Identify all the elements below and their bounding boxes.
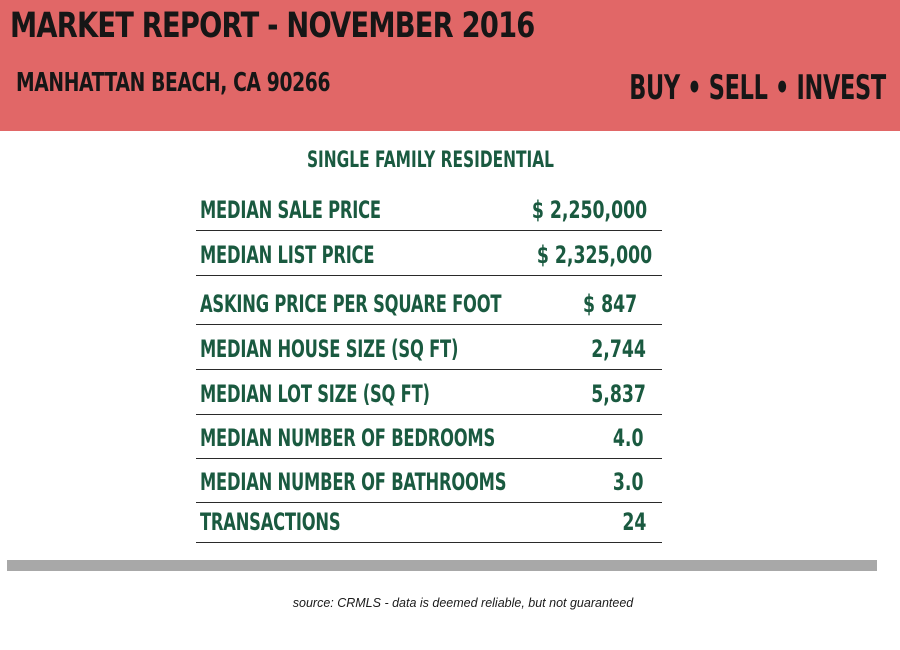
stat-label: MEDIAN LOT SIZE (SQ FT) <box>200 380 430 408</box>
stat-row-median-lot-size: MEDIAN LOT SIZE (SQ FT) 5,837 <box>196 370 662 415</box>
stat-value: $ 2,250,000 <box>531 196 647 224</box>
stat-value: 5,837 <box>591 380 646 408</box>
source-note: source: CRMLS - data is deemed reliable,… <box>292 596 634 610</box>
stat-value: $ 847 <box>582 290 637 318</box>
report-header: MARKET REPORT - NOVEMBER 2016 MANHATTAN … <box>0 0 900 131</box>
report-location: MANHATTAN BEACH, CA 90266 <box>16 68 331 98</box>
stat-label: TRANSACTIONS <box>200 508 341 536</box>
stat-label: MEDIAN HOUSE SIZE (SQ FT) <box>200 335 459 363</box>
report-subtitle-text: SINGLE FAMILY RESIDENTIAL <box>306 148 554 173</box>
stat-row-asking-price-per-sqft: ASKING PRICE PER SQUARE FOOT $ 847 <box>196 276 662 325</box>
stat-row-median-bedrooms: MEDIAN NUMBER OF BEDROOMS 4.0 <box>196 415 662 459</box>
stat-label: MEDIAN NUMBER OF BEDROOMS <box>200 424 496 452</box>
footer-divider <box>7 560 877 571</box>
stat-row-median-sale-price: MEDIAN SALE PRICE $ 2,250,000 <box>196 188 662 231</box>
report-subtitle: SINGLE FAMILY RESIDENTIAL <box>0 148 860 173</box>
stats-table: MEDIAN SALE PRICE $ 2,250,000 MEDIAN LIS… <box>196 188 662 543</box>
stat-label: MEDIAN NUMBER OF BATHROOMS <box>200 468 507 496</box>
report-tagline: BUY • SELL • INVEST <box>629 68 886 108</box>
stat-value: 24 <box>621 508 646 536</box>
stat-row-median-list-price: MEDIAN LIST PRICE $ 2,325,000 <box>196 231 662 276</box>
stat-value: 2,744 <box>591 335 646 363</box>
stat-label: MEDIAN SALE PRICE <box>200 196 381 224</box>
stat-row-median-house-size: MEDIAN HOUSE SIZE (SQ FT) 2,744 <box>196 325 662 370</box>
stat-label: MEDIAN LIST PRICE <box>200 241 375 269</box>
stat-value: 4.0 <box>613 424 644 452</box>
stat-label: ASKING PRICE PER SQUARE FOOT <box>200 290 502 318</box>
report-title: MARKET REPORT - NOVEMBER 2016 <box>10 6 535 46</box>
stat-value: $ 2,325,000 <box>536 241 652 269</box>
stat-value: 3.0 <box>613 468 644 496</box>
stat-row-transactions: TRANSACTIONS 24 <box>196 503 662 543</box>
stat-row-median-bathrooms: MEDIAN NUMBER OF BATHROOMS 3.0 <box>196 459 662 503</box>
